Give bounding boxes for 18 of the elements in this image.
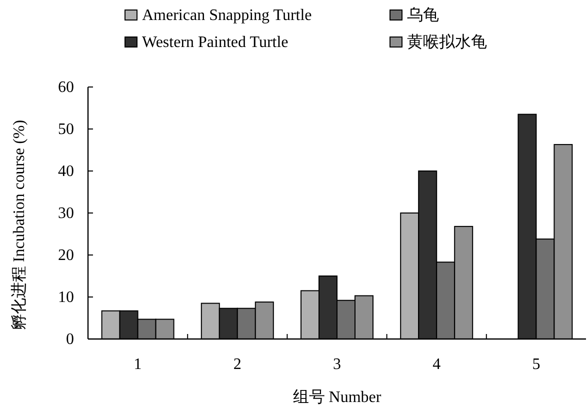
legend-label: American Snapping Turtle [142,7,312,24]
y-tick-label: 0 [66,331,74,348]
y-tick-label: 20 [58,247,74,264]
y-tick-label: 40 [58,163,74,180]
legend-label: 黄喉拟水龟 [407,33,487,51]
x-tick-label: 3 [333,356,341,373]
x-tick-label: 1 [134,356,142,373]
y-axis-title: 孵化进程 Incubation course (%) [10,120,28,330]
legend-label: Western Painted Turtle [142,34,288,51]
x-tick-label: 4 [432,356,441,373]
y-tick-label: 50 [58,121,74,138]
x-axis-title: 组号 Number [292,389,382,406]
x-tick-label: 2 [233,356,242,373]
y-tick-label: 10 [58,289,74,306]
legend-label: 乌龟 [407,6,439,24]
y-tick-label: 30 [58,205,74,222]
y-tick-label: 60 [58,79,74,96]
x-tick-label: 5 [532,356,540,373]
